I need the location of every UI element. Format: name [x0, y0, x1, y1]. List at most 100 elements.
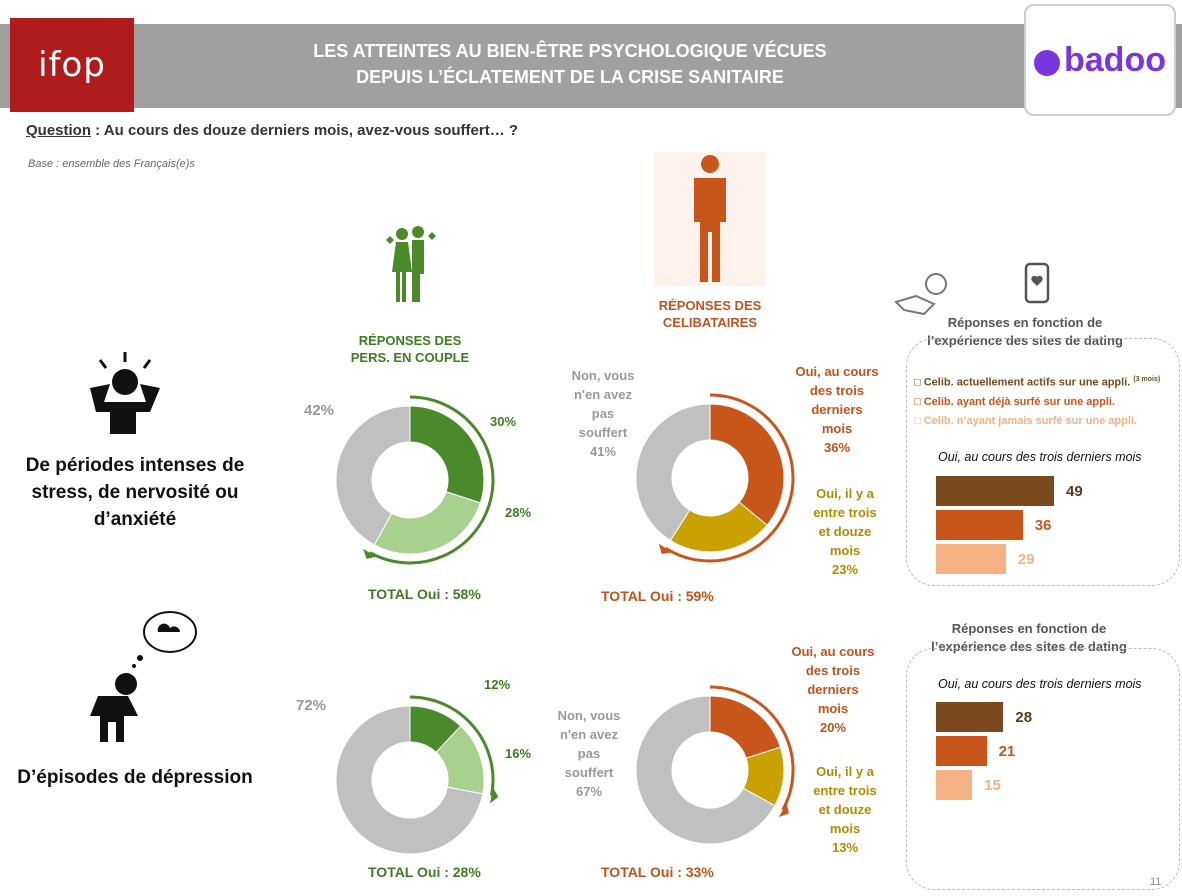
- bar-value-label: 29: [1017, 550, 1035, 568]
- data-label-single-stress-3-12mois: 23%: [831, 562, 859, 577]
- donut-slice: [635, 695, 776, 845]
- title-line-2: DEPUIS L’ÉCLATEMENT DE LA CRISE SANITAIR…: [356, 67, 784, 87]
- group-header-couple: RÉPONSES DES PERS. EN COUPLE: [340, 332, 480, 366]
- bar-value-label: 36: [1034, 516, 1052, 534]
- couple-icon: [386, 226, 436, 302]
- bar-row: 29: [936, 544, 1035, 574]
- label-line: mois: [829, 543, 861, 558]
- panel-legend: □ Celib. actuellement actifs sur une app…: [914, 370, 1160, 431]
- badoo-heart-icon: [1034, 50, 1060, 76]
- group-header-couple-line-1: RÉPONSES DES: [358, 333, 462, 348]
- bar-value-label: 49: [1066, 482, 1083, 500]
- legend-sup: (3 mois): [1133, 376, 1161, 383]
- data-label-single-depression-non: 67%: [575, 784, 603, 799]
- label-single-depression-3mois: Oui, au cours des trois derniers mois 20…: [778, 642, 888, 737]
- total-oui-arrowhead: [363, 548, 378, 559]
- donut-chart-couple-stress: [335, 395, 495, 565]
- data-label-couple-depression-3mois: 12%: [484, 677, 511, 692]
- badoo-logo: badoo: [1024, 4, 1176, 116]
- bar: [936, 736, 987, 766]
- label-line: Oui, il y a: [816, 486, 874, 501]
- total-couple-stress: TOTAL Oui : 58%: [368, 586, 481, 602]
- bar-value-label: 28: [1015, 708, 1033, 726]
- total-oui-arrowhead: [490, 787, 499, 804]
- panel-title-line-1: Réponses en fonction de: [951, 621, 1107, 636]
- legend-item-actifs: □ Celib. actuellement actifs sur une app…: [914, 376, 1161, 389]
- data-label-single-stress-non: 41%: [589, 444, 617, 459]
- total-oui-arrowhead: [778, 802, 789, 817]
- label-line: Oui, au cours: [795, 364, 879, 379]
- total-oui-arc: [709, 685, 795, 811]
- row-label-stress-line-3: d’anxiété: [93, 509, 177, 530]
- label-line: souffert: [564, 765, 614, 780]
- legend-item-deja: □ Celib. ayant déjà surfé sur une appli.: [914, 395, 1116, 408]
- label-line: n'en avez: [559, 727, 618, 742]
- label-single-depression-non: Non, vous n'en avez pas souffert 67%: [534, 706, 644, 801]
- row-label-stress-line-1: De périodes intenses de: [25, 455, 245, 476]
- label-line: pas: [591, 406, 615, 421]
- total-oui-arc: [409, 695, 495, 796]
- legend-label: Celib. n’ayant jamais surfé sur une appl…: [923, 414, 1138, 427]
- label-line: souffert: [578, 425, 628, 440]
- question-prefix: Question: [26, 122, 92, 139]
- label-single-stress-3mois: Oui, au cours des trois derniers mois 36…: [782, 362, 892, 457]
- question: Question : Au cours des douze derniers m…: [26, 122, 518, 139]
- total-oui-arc: [369, 395, 495, 565]
- donut-slice: [335, 405, 411, 546]
- legend-item-jamais: □ Celib. n’ayant jamais surfé sur une ap…: [914, 414, 1138, 427]
- total-couple-depression: TOTAL Oui : 28%: [368, 864, 481, 880]
- bar-row: 15: [936, 770, 1001, 800]
- total-oui-arc: [664, 393, 795, 563]
- label-line: entre trois: [813, 505, 877, 520]
- data-label-couple-stress-non: 42%: [304, 402, 335, 419]
- row-label-stress-line-2: stress, de nervosité ou: [31, 482, 239, 503]
- row-label-stress: De périodes intenses de stress, de nervo…: [10, 452, 260, 533]
- row-label-depression: D’épisodes de dépression: [17, 767, 253, 788]
- data-label-single-depression-3-12mois: 13%: [831, 840, 859, 855]
- group-header-single-line-2: CELIBATAIRES: [662, 315, 758, 330]
- data-label-couple-depression-3-12mois: 16%: [505, 746, 532, 761]
- label-line: et douze: [818, 524, 872, 539]
- label-line: derniers: [811, 402, 863, 417]
- panel-subtitle-stress: Oui, au cours des trois derniers mois: [938, 450, 1142, 464]
- legend-label: Celib. ayant déjà surfé sur une appli.: [923, 395, 1116, 408]
- data-label-single-stress-3mois: 36%: [823, 440, 851, 455]
- label-line: pas: [577, 746, 601, 761]
- label-single-stress-3-12mois: Oui, il y a entre trois et douze mois 23…: [790, 484, 900, 579]
- dating-panel-stress: [906, 338, 1180, 586]
- bar-value-label: 15: [984, 776, 1001, 794]
- panel-title-line-2: l’expérience des sites de dating: [931, 639, 1127, 654]
- single-person-icon: [654, 152, 766, 286]
- bar: [936, 702, 1004, 732]
- bar-row: 36: [936, 510, 1051, 540]
- bar-value-label: 21: [998, 742, 1016, 760]
- label-line: n'en avez: [573, 387, 632, 402]
- donut-slice: [409, 405, 485, 504]
- donut-chart-single-stress: [635, 393, 795, 563]
- data-label-couple-stress-3mois: 30%: [490, 414, 517, 429]
- label-line: et douze: [818, 802, 872, 817]
- bar-chart-depression: 28 21 15: [936, 702, 1176, 802]
- bar: [936, 770, 973, 800]
- badoo-logo-text: badoo: [1064, 40, 1166, 79]
- donut-slice: [373, 491, 482, 555]
- data-label-couple-depression-non: 72%: [296, 697, 327, 714]
- smartphone-heart-icon: [1024, 262, 1050, 304]
- bar: [936, 510, 1023, 540]
- ifop-logo: ifop: [10, 18, 134, 112]
- bar: [936, 476, 1054, 506]
- label-single-depression-3-12mois: Oui, il y a entre trois et douze mois 13…: [790, 762, 900, 857]
- panel-subtitle-depression: Oui, au cours des trois derniers mois: [938, 677, 1142, 691]
- donut-slice: [635, 403, 711, 542]
- label-line: Oui, il y a: [816, 764, 874, 779]
- page-number: 11: [1150, 876, 1162, 888]
- label-line: Non, vous: [571, 368, 635, 383]
- donut-slice: [709, 403, 785, 526]
- title-line-1: LES ATTEINTES AU BIEN-ÊTRE PSYCHOLOGIQUE…: [313, 41, 827, 61]
- group-header-single: RÉPONSES DES CELIBATAIRES: [640, 297, 780, 331]
- total-oui-arrowhead: [658, 543, 673, 554]
- label-single-stress-non: Non, vous n'en avez pas souffert 41%: [548, 366, 658, 461]
- data-label-single-depression-3mois: 20%: [819, 720, 847, 735]
- panel-title-stress: Réponses en fonction de l’expérience des…: [910, 314, 1140, 350]
- total-single-stress: TOTAL Oui : 59%: [601, 588, 714, 604]
